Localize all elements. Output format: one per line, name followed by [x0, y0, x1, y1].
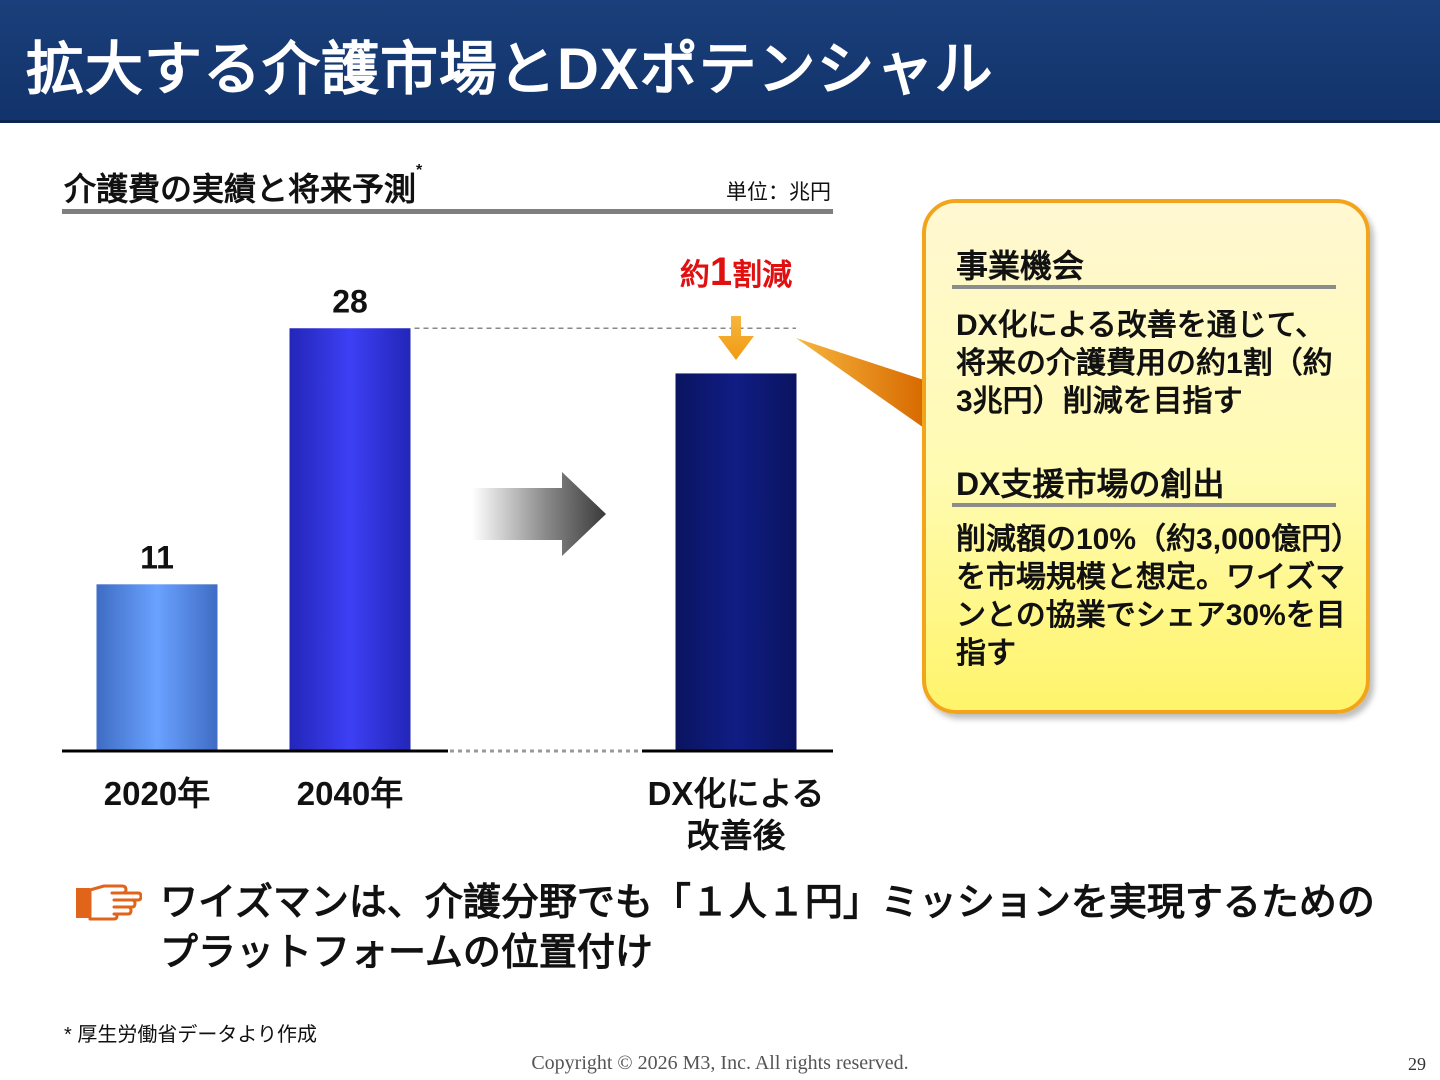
page-number: 29 [1408, 1054, 1426, 1074]
callout-rule-1 [952, 285, 1336, 289]
shift-arrow [472, 472, 606, 556]
footnote: * 厚生労働省データより作成 [64, 1024, 317, 1046]
unit-label: 単位：兆円 [726, 181, 831, 204]
category-label-0: 2020年 [104, 775, 210, 812]
reduction-annotation: 約1割減 [680, 250, 792, 294]
callout-text-market: 削減額の10%（約3,000億円）を市場規模と想定。ワイズマンとの協業でシェア3… [956, 523, 1347, 670]
category-label-1: 2040年 [297, 775, 403, 812]
chart-title-text: 介護費の実績と将来予測 [64, 171, 417, 207]
bar-1 [289, 328, 411, 750]
category-label-2: 改善後 [687, 817, 787, 854]
bar-0 [96, 584, 218, 750]
data-label-1: 28 [332, 283, 368, 319]
callout-heading-opportunity: 事業機会 [956, 248, 1085, 284]
chart-title: 介護費の実績と将来予測* [64, 162, 423, 210]
chart-title-rule [62, 209, 833, 214]
footnote-mark: * [416, 162, 423, 179]
callout-pointer [796, 338, 924, 428]
title-banner: 拡大する介護市場とDXポテンシャル [0, 0, 1440, 123]
copyright: Copyright © 2026 M3, Inc. All rights res… [531, 1052, 909, 1074]
category-label-2: DX化による [648, 775, 825, 812]
bar-2 [675, 373, 797, 750]
slide-title: 拡大する介護市場とDXポテンシャル [26, 37, 994, 102]
callout-box: 事業機会 DX化による改善を通じて、将来の介護費用の約1割（約3兆円）削減を目指… [922, 199, 1370, 714]
bullet-statement: ワイズマンは、介護分野でも「１人１円」ミッションを実現するためのプラットフォーム… [160, 882, 1375, 974]
callout-rule-2 [952, 503, 1336, 507]
callout-text-opportunity: DX化による改善を通じて、将来の介護費用の約1割（約3兆円）削減を目指す [956, 309, 1333, 418]
callout-heading-market: DX支援市場の創出 [956, 466, 1225, 502]
data-label-0: 11 [140, 539, 174, 575]
data-labels-layer: 11 28 [140, 283, 368, 575]
reduction-down-arrow [718, 316, 754, 360]
bars-layer [96, 327, 797, 750]
pointing-hand-icon [76, 884, 142, 921]
